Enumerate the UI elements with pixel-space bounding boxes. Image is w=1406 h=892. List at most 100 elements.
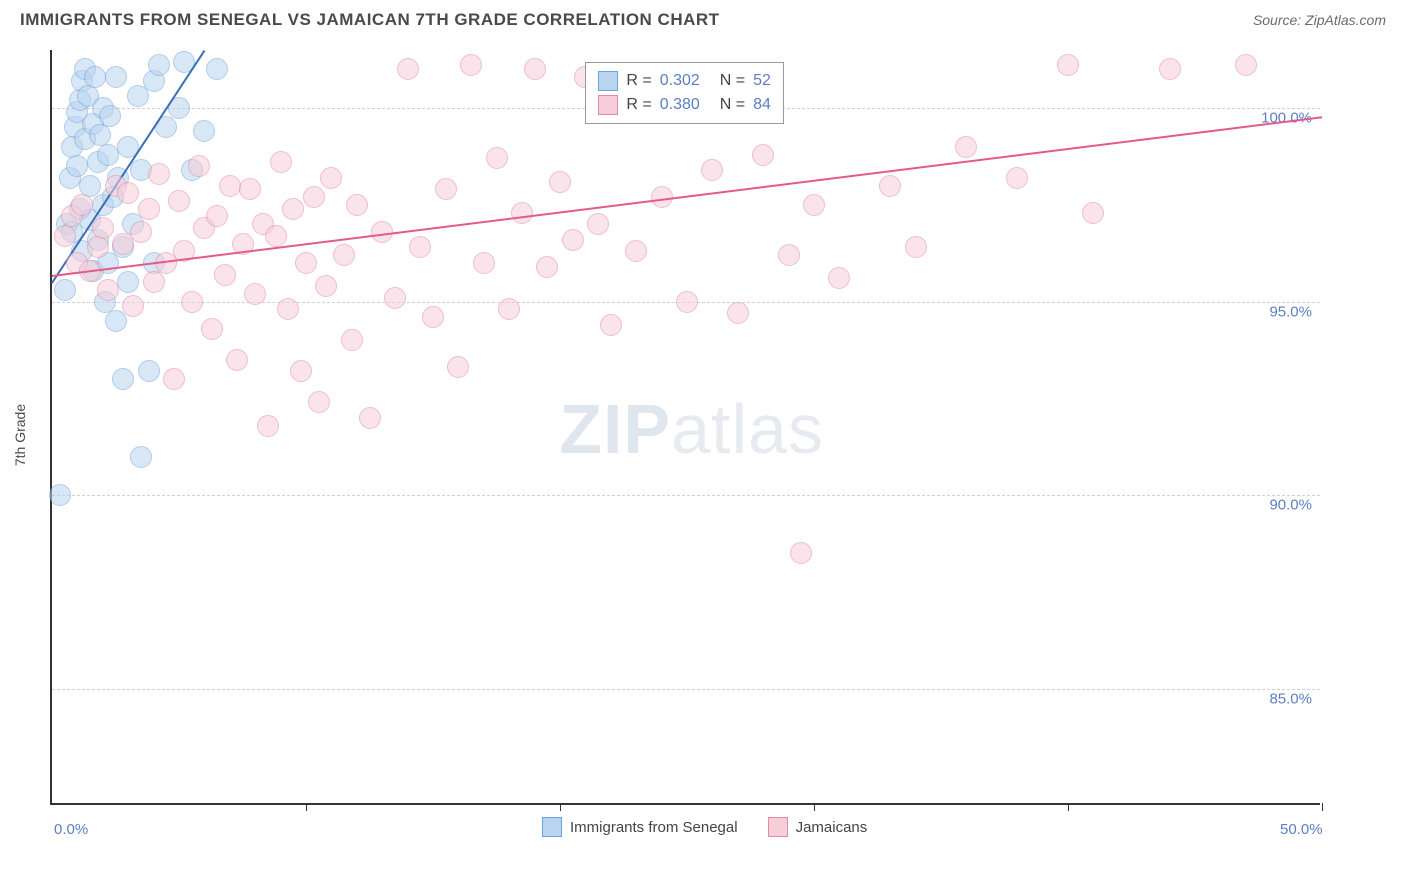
scatter-point — [320, 167, 342, 189]
scatter-point — [397, 58, 419, 80]
scatter-point — [460, 54, 482, 76]
legend-n-label: N = — [720, 72, 745, 90]
scatter-point — [257, 415, 279, 437]
scatter-point — [112, 368, 134, 390]
legend-r-value: 0.302 — [660, 72, 700, 90]
scatter-point — [214, 264, 236, 286]
legend-item: Immigrants from Senegal — [542, 817, 738, 837]
scatter-point — [168, 190, 190, 212]
scatter-point — [1057, 54, 1079, 76]
scatter-point — [193, 120, 215, 142]
scatter-point — [206, 205, 228, 227]
gridline — [52, 495, 1320, 496]
scatter-point — [828, 267, 850, 289]
scatter-point — [54, 279, 76, 301]
chart-area: 7th Grade ZIPatlas 85.0%90.0%95.0%100.0%… — [50, 50, 1390, 820]
scatter-point — [130, 221, 152, 243]
scatter-point — [308, 391, 330, 413]
scatter-point — [265, 225, 287, 247]
legend-swatch — [598, 95, 618, 115]
y-axis-label: 7th Grade — [12, 404, 28, 466]
scatter-point — [524, 58, 546, 80]
x-tick-mark — [1068, 803, 1069, 811]
scatter-point — [435, 178, 457, 200]
scatter-point — [282, 198, 304, 220]
scatter-point — [92, 217, 114, 239]
scatter-point — [201, 318, 223, 340]
scatter-point — [239, 178, 261, 200]
scatter-point — [130, 446, 152, 468]
scatter-point — [66, 155, 88, 177]
legend-row: R = 0.380N = 84 — [598, 93, 771, 117]
y-tick-label: 85.0% — [1269, 690, 1312, 707]
scatter-point — [84, 66, 106, 88]
scatter-point — [955, 136, 977, 158]
scatter-point — [277, 298, 299, 320]
x-tick-mark — [814, 803, 815, 811]
scatter-point — [790, 542, 812, 564]
scatter-point — [447, 356, 469, 378]
scatter-point — [226, 349, 248, 371]
scatter-point — [219, 175, 241, 197]
scatter-point — [54, 225, 76, 247]
scatter-point — [1235, 54, 1257, 76]
plot-region: ZIPatlas 85.0%90.0%95.0%100.0%0.0%50.0%R… — [50, 50, 1320, 805]
y-tick-label: 90.0% — [1269, 497, 1312, 514]
x-tick-mark — [1322, 803, 1323, 811]
scatter-point — [97, 279, 119, 301]
legend-n-label: N = — [720, 96, 745, 114]
scatter-point — [138, 198, 160, 220]
scatter-point — [536, 256, 558, 278]
scatter-point — [676, 291, 698, 313]
scatter-point — [473, 252, 495, 274]
legend-series-name: Immigrants from Senegal — [570, 819, 738, 836]
legend-n-value: 84 — [753, 96, 771, 114]
scatter-point — [905, 236, 927, 258]
scatter-point — [511, 202, 533, 224]
legend-swatch — [768, 817, 788, 837]
scatter-point — [803, 194, 825, 216]
legend-r-label: R = — [626, 96, 651, 114]
scatter-point — [244, 283, 266, 305]
scatter-point — [303, 186, 325, 208]
series-legend: Immigrants from SenegalJamaicans — [542, 817, 867, 837]
x-tick-label: 0.0% — [54, 821, 88, 838]
scatter-point — [148, 54, 170, 76]
scatter-point — [333, 244, 355, 266]
scatter-point — [117, 271, 139, 293]
scatter-point — [181, 291, 203, 313]
scatter-point — [138, 360, 160, 382]
legend-n-value: 52 — [753, 72, 771, 90]
scatter-point — [71, 194, 93, 216]
scatter-point — [97, 144, 119, 166]
scatter-point — [359, 407, 381, 429]
scatter-point — [122, 295, 144, 317]
scatter-point — [341, 329, 363, 351]
scatter-point — [409, 236, 431, 258]
y-tick-label: 95.0% — [1269, 303, 1312, 320]
scatter-point — [701, 159, 723, 181]
scatter-point — [163, 368, 185, 390]
scatter-point — [117, 182, 139, 204]
scatter-point — [727, 302, 749, 324]
chart-title: IMMIGRANTS FROM SENEGAL VS JAMAICAN 7TH … — [20, 10, 720, 30]
x-tick-mark — [560, 803, 561, 811]
scatter-point — [625, 240, 647, 262]
scatter-point — [1159, 58, 1181, 80]
scatter-point — [188, 155, 210, 177]
scatter-point — [778, 244, 800, 266]
gridline — [52, 689, 1320, 690]
scatter-point — [99, 105, 121, 127]
scatter-point — [1082, 202, 1104, 224]
scatter-point — [346, 194, 368, 216]
scatter-point — [752, 144, 774, 166]
scatter-point — [143, 271, 165, 293]
scatter-point — [270, 151, 292, 173]
scatter-point — [562, 229, 584, 251]
scatter-point — [587, 213, 609, 235]
scatter-point — [422, 306, 444, 328]
scatter-point — [295, 252, 317, 274]
scatter-point — [549, 171, 571, 193]
scatter-point — [384, 287, 406, 309]
legend-swatch — [542, 817, 562, 837]
